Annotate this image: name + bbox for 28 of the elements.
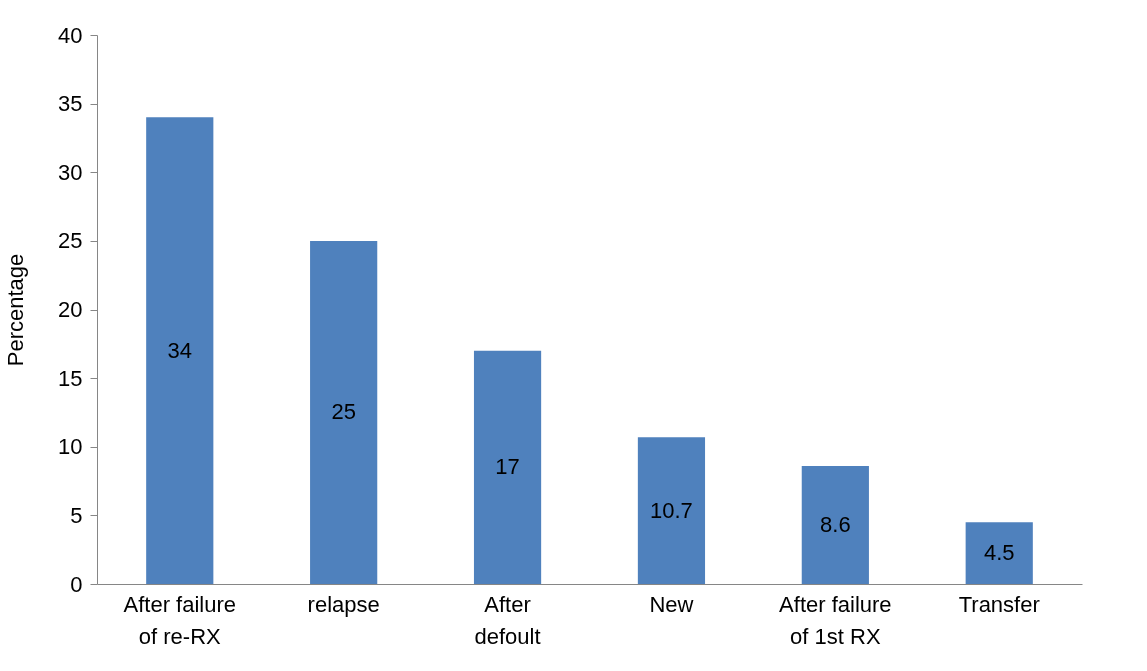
bar [473, 350, 542, 584]
data-label: 10.7 [650, 497, 693, 523]
x-tick-label: After defoult [474, 591, 541, 649]
y-tick-label: 30 [58, 159, 83, 185]
y-tick-label: 5 [70, 502, 83, 528]
x-tick-label: After failure of 1st RX [779, 591, 892, 649]
y-tick-label: 10 [58, 434, 83, 460]
x-tick-label: relapse [307, 591, 380, 617]
y-tick-label: 20 [58, 297, 83, 322]
x-tick-label: New [649, 591, 694, 617]
bar [310, 240, 378, 584]
bar [146, 117, 214, 584]
data-label: 17 [495, 454, 520, 480]
data-label: 4.5 [983, 540, 1015, 566]
y-axis-title: Percentage [3, 253, 29, 367]
bar [965, 522, 1033, 584]
x-tick-label: After failure of re-RX [123, 591, 237, 649]
y-tick-label: 40 [58, 22, 83, 48]
data-label: 25 [331, 399, 356, 425]
y-tick-label: 25 [58, 228, 83, 254]
y-tick-label: 0 [70, 571, 83, 597]
bar [801, 465, 869, 584]
y-tick-label: 15 [58, 365, 83, 391]
bar [637, 437, 706, 584]
x-tick-label: Transfer [958, 591, 1040, 617]
data-label: 34 [167, 337, 193, 363]
y-tick-label: 35 [58, 91, 83, 117]
data-label: 8.6 [820, 511, 851, 537]
